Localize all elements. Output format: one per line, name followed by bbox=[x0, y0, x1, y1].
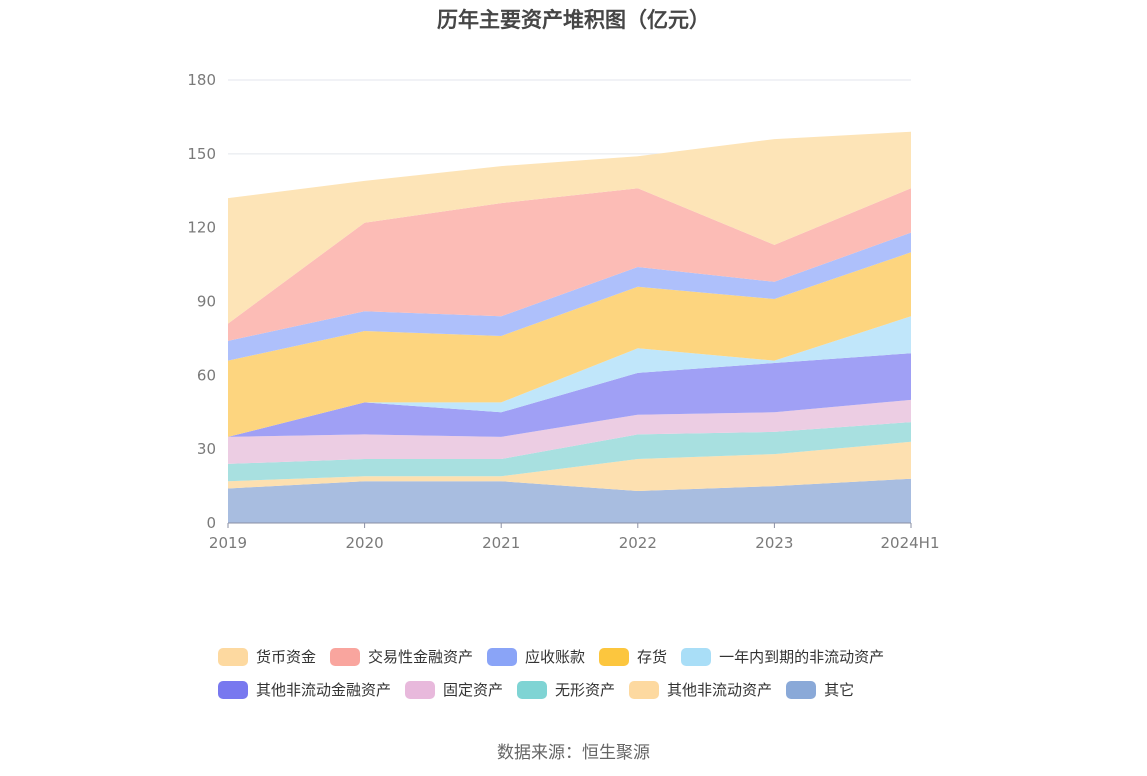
legend-label: 一年内到期的非流动资产 bbox=[719, 648, 885, 666]
legend-label: 应收账款 bbox=[525, 648, 586, 666]
legend-row-1: 货币资金 交易性金融资产 应收账款 存货 一年内到期的非流动资产 bbox=[218, 640, 978, 673]
x-tick-label: 2020 bbox=[346, 534, 384, 552]
legend-item[interactable]: 交易性金融资产 bbox=[330, 646, 473, 667]
legend-swatch bbox=[681, 647, 712, 666]
legend-item[interactable]: 无形资产 bbox=[517, 679, 615, 700]
legend-swatch bbox=[786, 680, 817, 699]
legend-label: 无形资产 bbox=[555, 681, 616, 699]
legend: 货币资金 交易性金融资产 应收账款 存货 一年内到期的非流动资产 其他非流动金融资产 固定… bbox=[218, 640, 978, 706]
x-tick-label: 2023 bbox=[755, 534, 793, 552]
legend-swatch bbox=[487, 647, 518, 666]
legend-swatch bbox=[218, 647, 248, 666]
area-series-其他非流动金融资产 bbox=[228, 353, 911, 437]
legend-label: 交易性金融资产 bbox=[368, 648, 474, 666]
area-series-其他非流动资产 bbox=[228, 441, 911, 491]
area-series-应收账款 bbox=[228, 232, 911, 361]
area-series-存货 bbox=[228, 252, 911, 437]
legend-swatch bbox=[517, 680, 548, 699]
area-series-交易性金融资产 bbox=[228, 188, 911, 341]
legend-label: 其它 bbox=[824, 681, 855, 699]
legend-item[interactable]: 一年内到期的非流动资产 bbox=[681, 646, 884, 667]
y-tick-label: 60 bbox=[197, 366, 216, 384]
y-tick-label: 150 bbox=[187, 145, 216, 163]
legend-item[interactable]: 其他非流动金融资产 bbox=[218, 679, 391, 700]
x-tick-label: 2022 bbox=[619, 534, 657, 552]
legend-swatch bbox=[405, 680, 436, 699]
y-tick-label: 90 bbox=[197, 293, 216, 311]
x-tick-label: 2019 bbox=[209, 534, 247, 552]
legend-item[interactable]: 其他非流动资产 bbox=[629, 679, 772, 700]
legend-item[interactable]: 其它 bbox=[786, 679, 854, 700]
legend-swatch bbox=[218, 680, 248, 699]
y-tick-label: 120 bbox=[187, 219, 216, 237]
area-series-固定资产 bbox=[228, 399, 911, 464]
legend-row-2: 其他非流动金融资产 固定资产 无形资产 其他非流动资产 其它 bbox=[218, 673, 978, 706]
chart-title: 历年主要资产堆积图（亿元） bbox=[437, 8, 710, 32]
axes: 0 30 60 90 120 150 180 2019 2020 2021 2022 2023 2024… bbox=[187, 71, 939, 552]
area-series-无形资产 bbox=[228, 422, 911, 482]
data-source: 数据来源：恒生聚源 bbox=[497, 743, 650, 763]
legend-item[interactable]: 应收账款 bbox=[487, 646, 585, 667]
area-series-货币资金 bbox=[228, 131, 911, 324]
stacked-area-chart: 0 30 60 90 120 150 180 2019 2020 2021 2022 2023 2024… bbox=[187, 71, 939, 552]
legend-label: 存货 bbox=[637, 648, 668, 666]
area-series-其它 bbox=[228, 478, 911, 523]
legend-swatch bbox=[599, 647, 630, 666]
area-series-一年内到期的非流动资产 bbox=[228, 316, 911, 437]
legend-label: 其他非流动金融资产 bbox=[256, 681, 392, 699]
legend-swatch bbox=[629, 680, 660, 699]
legend-label: 货币资金 bbox=[256, 648, 317, 666]
x-tick-label: 2024H1 bbox=[881, 534, 940, 552]
legend-item[interactable]: 存货 bbox=[599, 646, 667, 667]
legend-swatch bbox=[330, 647, 361, 666]
y-tick-label: 30 bbox=[197, 440, 216, 458]
legend-label: 其他非流动资产 bbox=[667, 681, 773, 699]
area-series bbox=[228, 131, 911, 523]
legend-item[interactable]: 货币资金 bbox=[218, 646, 316, 667]
legend-item[interactable]: 固定资产 bbox=[405, 679, 503, 700]
x-tick-label: 2021 bbox=[482, 534, 520, 552]
y-tick-label: 0 bbox=[206, 514, 216, 532]
y-tick-label: 180 bbox=[187, 71, 216, 89]
legend-label: 固定资产 bbox=[443, 681, 504, 699]
